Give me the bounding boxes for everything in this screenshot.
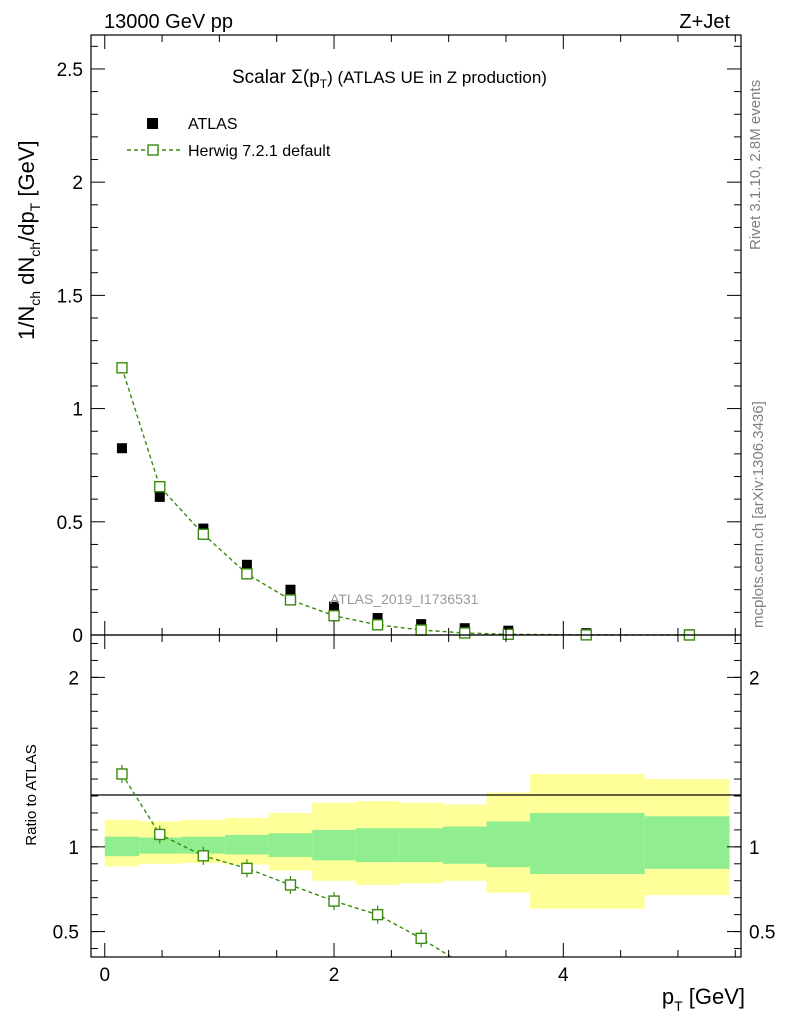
ratio-y-tick-label: 2 [68,668,79,689]
herwig-ratio-point [284,879,297,891]
main-y-tick-label: 0 [72,626,83,647]
uncertainty-band-green [355,828,400,863]
ratio-panel: 0.5 0.5 1 1 2 2 0 2 4 Ratio to ATLAS pT [GeV] [23,634,775,1014]
legend-atlas-marker [147,118,158,129]
rivet-version-label: Rivet 3.1.10, 2.8M events [747,80,764,250]
main-title: Scalar Σ(pT) (ATLAS UE in Z production) [232,67,547,91]
uncertainty-band-green [486,821,531,868]
uncertainty-band-green [399,828,443,863]
ratio-series-group [116,764,453,957]
herwig-point [116,362,128,374]
legend-herwig-label: Herwig 7.2.1 default [188,143,331,160]
atlas-data-point [116,443,127,454]
legend-herwig-marker [147,144,159,156]
ratio-y-tick-label-right: 1 [749,838,760,859]
herwig-point [284,594,297,606]
atlas-data-point [329,601,340,612]
herwig-ratio-point [154,828,166,841]
ratio-y-tick-label: 0.5 [53,923,79,944]
legend-atlas-label: ATLAS [188,116,238,133]
main-y-tick-label: 1 [72,400,83,421]
herwig-point [328,610,340,622]
legend: ATLAS Herwig 7.2.1 default [127,116,331,160]
atlas-data-point [154,491,165,502]
atlas-data-point [372,613,383,624]
main-y-tick-label: 2 [72,173,83,194]
uncertainty-band-green [104,836,140,857]
uncertainty-band-green [268,833,313,858]
herwig-point [459,627,471,639]
herwig-ratio-point [371,908,384,921]
main-y-tick-label: 1.5 [57,286,83,307]
herwig-ratio-point [197,850,210,862]
main-y-tick-label: 0.5 [57,513,83,534]
uncertainty-band-green [225,834,269,855]
x-tick-label: 0 [99,965,110,986]
ratio-y-tick-label-right: 0.5 [749,923,775,944]
herwig-point [415,624,427,636]
herwig-ratio-point [241,862,253,875]
main-y-tick-label: 2.5 [57,60,83,81]
herwig-ratio-curve [121,773,453,957]
atlas-data-point [241,559,252,570]
uncertainty-band-green [139,837,182,854]
ratio-y-tick-label-right: 2 [749,668,760,689]
atlas-data-point [285,584,296,595]
herwig-ratio-point [415,932,427,945]
herwig-ratio-point [116,768,128,780]
herwig-point [502,628,514,641]
header-process-label: Z+Jet [679,11,730,33]
uncertainty-band-green [442,826,487,864]
ratio-y-axis-label: Ratio to ATLAS [23,744,40,845]
uncertainty-band-green [181,836,226,854]
herwig-ratio-point [328,895,340,907]
uncertainty-band-green [530,812,645,874]
x-tick-label: 2 [329,965,340,986]
herwig-point [371,619,384,631]
uncertainty-band-green [312,829,356,861]
main-panel: 0 0.5 1 1.5 2 2.5 Scalar Σ(pT) (ATLAS UE in Z… [14,34,742,647]
uncertainty-band-green [644,816,730,869]
x-axis-label: pT [GeV] [662,984,745,1014]
ratio-y-tick-label: 1 [68,838,79,859]
herwig-point [154,480,166,493]
atlas-data-point [416,619,427,630]
analysis-watermark: ATLAS_2019_I1736531 [330,591,479,607]
x-tick-label: 4 [558,965,569,986]
main-y-axis-label: 1/Nch dNch/dpT [GeV] [14,140,43,340]
herwig-point [241,568,253,580]
mcplots-source-label: mcplots.cern.ch [arXiv:1306.3436] [750,401,767,628]
herwig-point [197,528,210,540]
header-energy-label: 13000 GeV pp [104,11,233,33]
